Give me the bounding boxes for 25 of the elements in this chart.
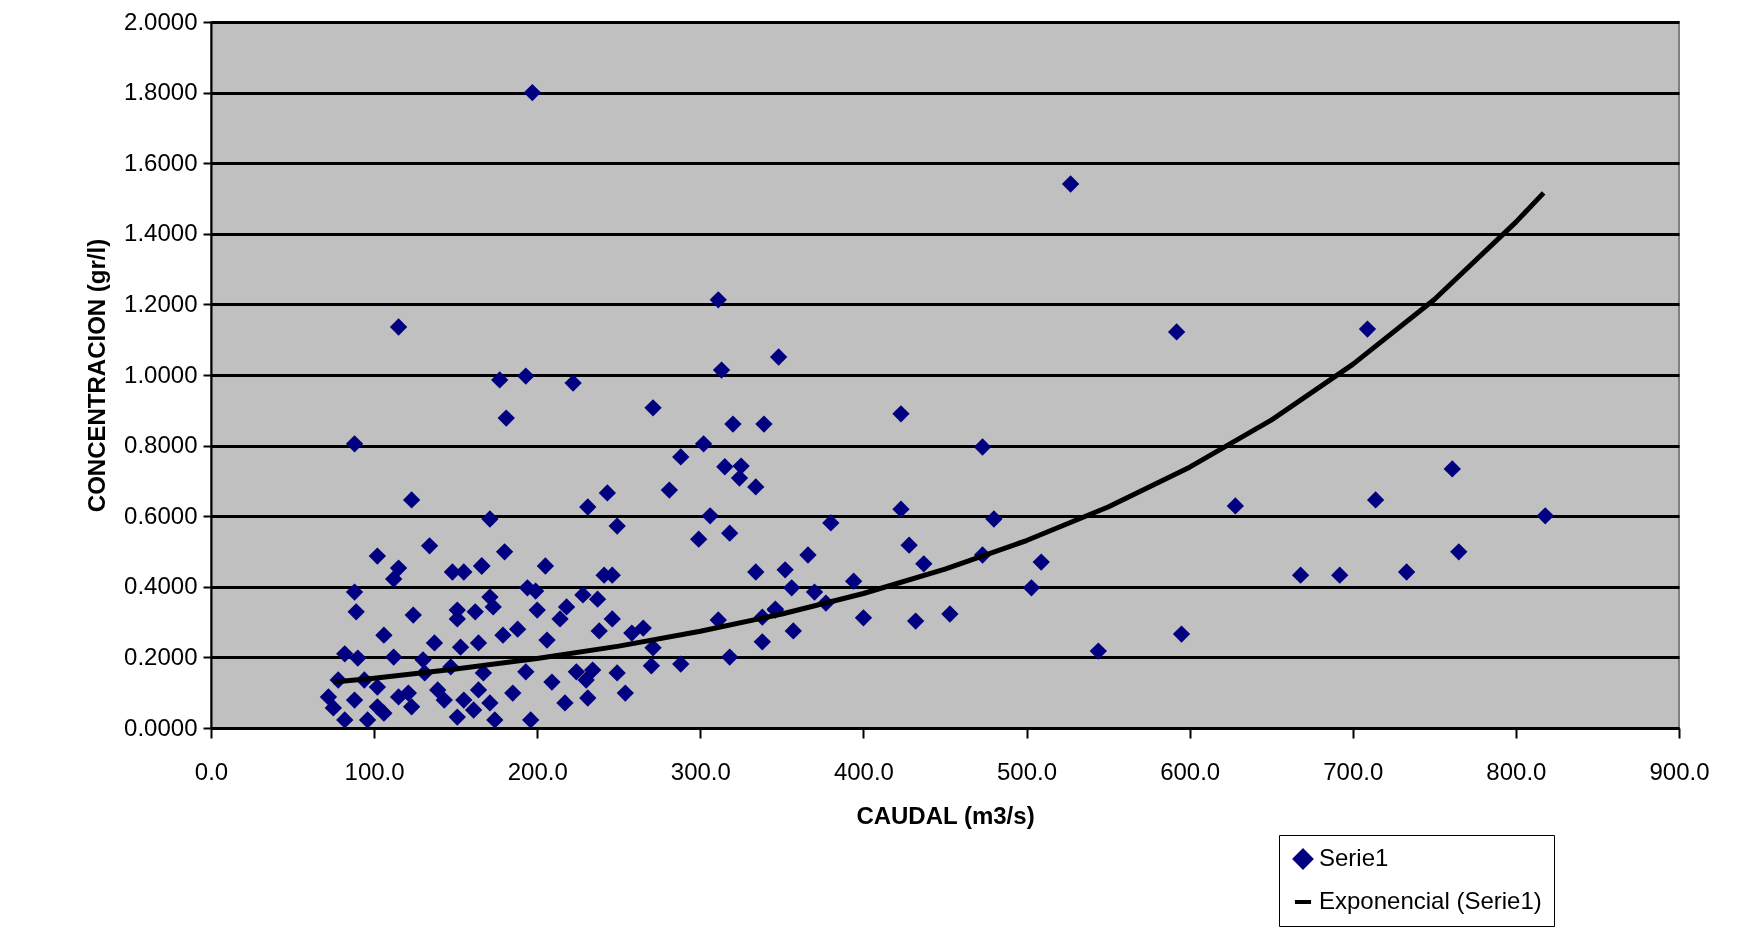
y-tick-label: 0.2000 [124,642,198,670]
x-tick-label: 100.0 [344,757,405,785]
x-tick-label: 400.0 [833,757,894,785]
x-tick-label: 600.0 [1160,757,1221,785]
x-tick-label: 800.0 [1486,757,1547,785]
y-tick-label: 1.8000 [124,78,198,106]
y-tick-label: 0.6000 [124,501,198,529]
y-tick-label: 0.4000 [124,572,198,600]
y-tick-label: 1.0000 [124,360,198,388]
y-tick-label: 1.2000 [124,289,198,317]
x-tick-label: 0.0 [194,757,229,785]
legend-label: Serie1 [1319,844,1389,871]
y-tick-label: 1.4000 [124,219,198,247]
x-tick-label: 500.0 [997,757,1058,785]
x-tick-label: 200.0 [507,757,568,785]
y-tick-label: 2.0000 [124,7,198,35]
legend-label: Exponencial (Serie1) [1319,887,1542,914]
x-tick-label: 300.0 [670,757,731,785]
y-tick-label: 1.6000 [124,148,198,176]
x-axis-title: CAUDAL (m3/s) [856,801,1035,829]
x-tick-label: 900.0 [1649,757,1710,785]
y-axis-title: CONCENTRACION (gr/l) [83,238,111,513]
x-tick-label: 700.0 [1323,757,1384,785]
y-tick-label: 0.8000 [124,431,198,459]
y-tick-label: 0.0000 [124,713,198,741]
